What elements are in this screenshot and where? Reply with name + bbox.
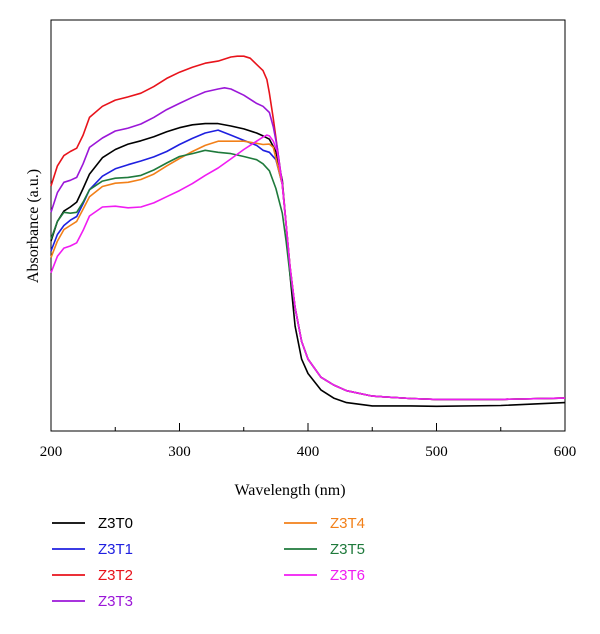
x-tick-label: 500 — [425, 444, 448, 460]
series-line-z3t5 — [50, 149, 566, 401]
plot-frame — [50, 19, 566, 432]
x-tick-label: 200 — [40, 444, 63, 460]
series-line-z3t2 — [50, 55, 566, 401]
x-tick-label: 300 — [168, 444, 191, 460]
legend-label: Z3T6 — [330, 567, 365, 584]
x-axis-ticks: 200 300 400 500 600 — [40, 423, 577, 460]
series-line-z3t4 — [50, 140, 566, 401]
legend-label: Z3T0 — [98, 515, 133, 532]
series-line-z3t3 — [50, 87, 566, 401]
legend-label: Z3T5 — [330, 541, 365, 558]
series-line-z3t6 — [50, 134, 566, 401]
x-tick-label: 600 — [554, 444, 577, 460]
legend-label: Z3T4 — [330, 515, 365, 532]
legend: Z3T0 Z3T1 Z3T2 Z3T3 Z3T4 Z3T5 Z3T6 — [52, 515, 365, 610]
x-axis-title: Wavelength (nm) — [234, 482, 345, 499]
legend-item-z3t3: Z3T3 — [52, 593, 133, 610]
legend-label: Z3T1 — [98, 541, 133, 558]
series-lines — [50, 55, 566, 408]
legend-item-z3t4: Z3T4 — [284, 515, 365, 532]
legend-label: Z3T3 — [98, 593, 133, 610]
series-line-z3t0 — [50, 122, 566, 408]
legend-item-z3t5: Z3T5 — [284, 541, 365, 558]
x-tick-label: 400 — [297, 444, 320, 460]
legend-item-z3t0: Z3T0 — [52, 515, 133, 532]
legend-label: Z3T2 — [98, 567, 133, 584]
y-axis-title: Absorbance (a.u.) — [25, 169, 42, 283]
legend-item-z3t6: Z3T6 — [284, 567, 365, 584]
legend-item-z3t1: Z3T1 — [52, 541, 133, 558]
legend-item-z3t2: Z3T2 — [52, 567, 133, 584]
